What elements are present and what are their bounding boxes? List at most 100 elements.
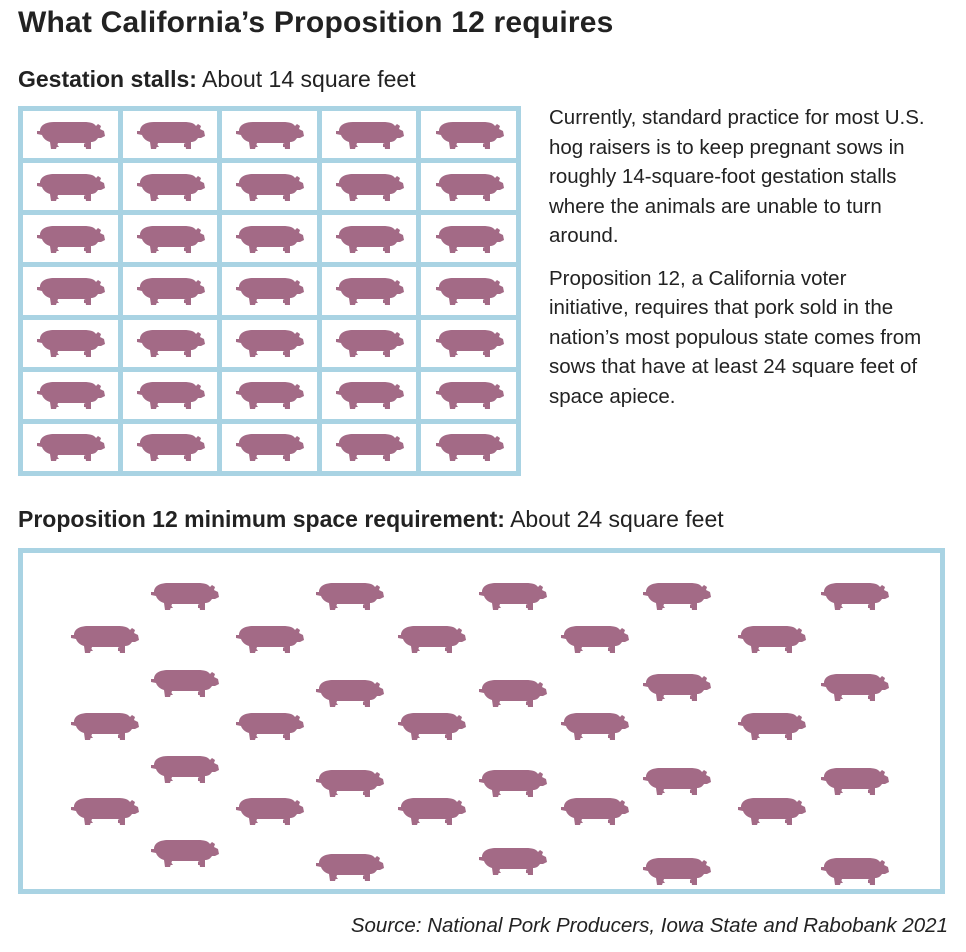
pig-icon <box>561 713 629 740</box>
pig-icon <box>236 225 305 253</box>
pig-icon <box>435 382 504 410</box>
pig-icon <box>136 382 205 410</box>
pig-icon <box>236 277 305 305</box>
pig-icon <box>236 173 305 201</box>
pig-icon <box>151 583 219 610</box>
gestation-stall-grid <box>18 106 521 476</box>
gestation-stalls-heading: Gestation stalls: About 14 square feet <box>18 66 416 93</box>
pig-icon <box>336 225 405 253</box>
pig-icon <box>479 680 547 707</box>
gestation-stall <box>321 111 417 159</box>
gestation-stall <box>421 319 516 367</box>
pig-icon <box>336 382 405 410</box>
gestation-stall <box>23 423 118 471</box>
pig-icon <box>37 434 106 462</box>
gestation-stall <box>222 371 317 419</box>
pig-icon <box>316 680 384 707</box>
pig-icon <box>643 768 711 795</box>
gestation-stall <box>23 111 118 159</box>
gestation-stall <box>23 371 118 419</box>
pig-icon <box>821 858 889 885</box>
gestation-stall <box>122 267 218 315</box>
pig-icon <box>479 848 547 875</box>
gestation-stall <box>421 111 516 159</box>
gestation-stall <box>122 319 218 367</box>
pig-icon <box>236 434 305 462</box>
pig-icon <box>821 674 889 701</box>
pig-icon <box>136 225 205 253</box>
gestation-stall <box>222 267 317 315</box>
gestation-stall <box>222 215 317 263</box>
gestation-stall <box>321 267 417 315</box>
gestation-stall <box>421 215 516 263</box>
pig-icon <box>236 626 304 653</box>
page-title: What California’s Proposition 12 require… <box>18 6 614 39</box>
gestation-stall <box>421 163 516 211</box>
pig-icon <box>316 583 384 610</box>
gestation-stalls-heading-bold: Gestation stalls: <box>18 66 197 92</box>
gestation-stall <box>321 319 417 367</box>
pig-icon <box>236 121 305 149</box>
gestation-stall <box>321 215 417 263</box>
pig-icon <box>435 173 504 201</box>
gestation-stall <box>23 267 118 315</box>
description-paragraph-proposition: Proposition 12, a California voter initi… <box>549 266 922 408</box>
prop12-space-heading-size: About 24 square feet <box>504 506 724 532</box>
pig-icon <box>37 121 106 149</box>
pig-icon <box>435 121 504 149</box>
gestation-stall <box>122 163 218 211</box>
description-text: Currently, standard practice for most U.… <box>549 103 929 424</box>
pig-icon <box>136 434 205 462</box>
pig-icon <box>336 330 405 358</box>
pig-icon <box>479 770 547 797</box>
description-paragraph-current-practice: Currently, standard practice for most U.… <box>549 106 925 247</box>
pig-icon <box>136 330 205 358</box>
pig-icon <box>398 713 466 740</box>
pig-icon <box>435 434 504 462</box>
pig-icon <box>738 626 806 653</box>
pig-icon <box>236 798 304 825</box>
pig-icon <box>561 626 629 653</box>
pig-icon <box>236 713 304 740</box>
gestation-stall <box>122 371 218 419</box>
pig-icon <box>37 277 106 305</box>
pig-icon <box>398 626 466 653</box>
gestation-stall <box>122 215 218 263</box>
pig-icon <box>316 770 384 797</box>
pig-icon <box>37 382 106 410</box>
pig-icon <box>821 583 889 610</box>
gestation-stall <box>321 371 417 419</box>
gestation-stall <box>122 111 218 159</box>
prop12-space-heading-bold: Proposition 12 minimum space requirement… <box>18 506 505 532</box>
gestation-stall <box>321 163 417 211</box>
pig-icon <box>435 277 504 305</box>
pig-icon <box>336 173 405 201</box>
pig-icon <box>236 382 305 410</box>
pig-icon <box>738 798 806 825</box>
pig-icon <box>398 798 466 825</box>
pig-icon <box>151 840 219 867</box>
pig-icon <box>738 713 806 740</box>
gestation-stall <box>23 163 118 211</box>
gestation-stall <box>222 163 317 211</box>
pig-icon <box>821 768 889 795</box>
pig-icon <box>643 674 711 701</box>
pig-icon <box>71 626 139 653</box>
pig-icon <box>236 330 305 358</box>
gestation-stall <box>421 267 516 315</box>
pig-icon <box>643 858 711 885</box>
gestation-stall <box>122 423 218 471</box>
pig-icon <box>71 713 139 740</box>
prop12-space-heading: Proposition 12 minimum space requirement… <box>18 506 724 533</box>
pig-icon <box>336 277 405 305</box>
gestation-stall <box>23 319 118 367</box>
pig-icon <box>136 277 205 305</box>
gestation-stall <box>222 423 317 471</box>
prop12-pen <box>18 548 945 894</box>
prop12-pen-pigs <box>71 583 889 885</box>
gestation-stall <box>421 371 516 419</box>
pig-icon <box>435 330 504 358</box>
gestation-stall <box>23 215 118 263</box>
pig-icon <box>561 798 629 825</box>
pig-icon <box>37 225 106 253</box>
